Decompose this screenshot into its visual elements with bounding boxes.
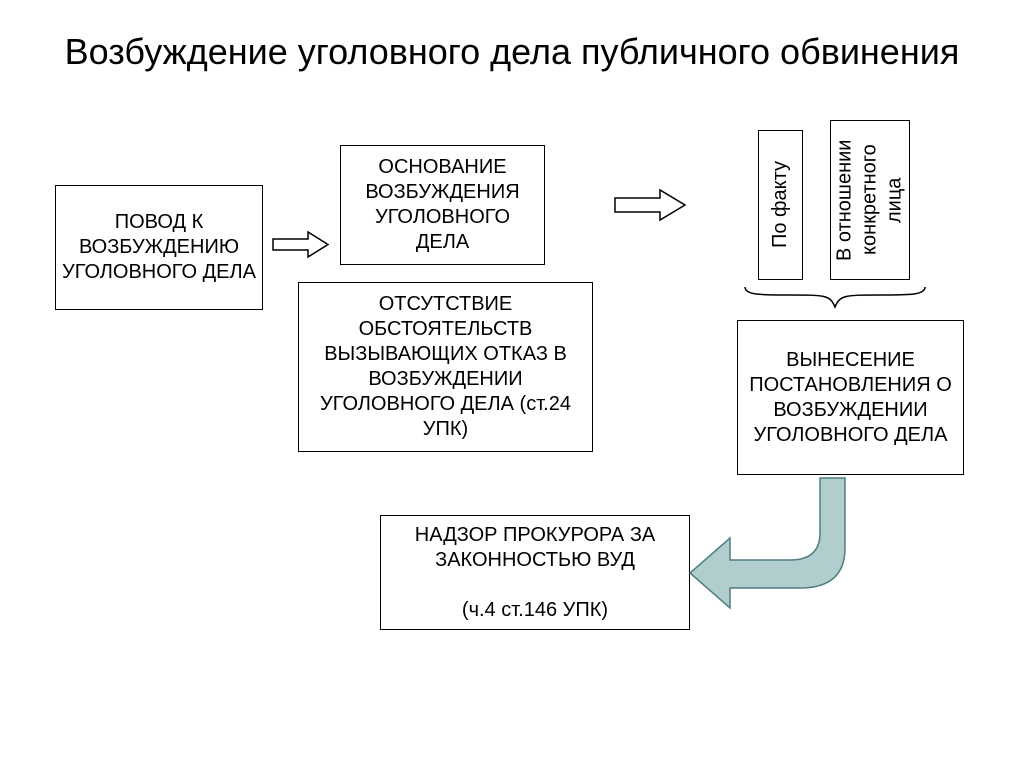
box-basis-text: ОСНОВАНИЕ ВОЗБУЖДЕНИЯ УГОЛОВНОГО ДЕЛА <box>347 155 538 255</box>
box-reason: ПОВОД К ВОЗБУЖДЕНИЮ УГОЛОВНОГО ДЕЛА <box>55 185 263 310</box>
box-supervision: НАДЗОР ПРОКУРОРА ЗА ЗАКОННОСТЬЮ ВУД (ч.4… <box>380 515 690 630</box>
diagram-title: Возбуждение уголовного дела публичного о… <box>0 30 1024 73</box>
box-by-fact: По факту <box>758 130 803 280</box>
box-absence-text: ОТСУТСТВИЕ ОБСТОЯТЕЛЬСТВ ВЫЗЫВАЮЩИХ ОТКА… <box>305 292 586 442</box>
box-by-fact-text: По факту <box>765 137 796 273</box>
arrow-2 <box>615 190 685 220</box>
box-supervision-text: НАДЗОР ПРОКУРОРА ЗА ЗАКОННОСТЬЮ ВУД (ч.4… <box>387 523 683 623</box>
curved-arrow <box>690 478 870 638</box>
box-specific-person: В отношении конкретного лица <box>830 120 910 280</box>
box-basis: ОСНОВАНИЕ ВОЗБУЖДЕНИЯ УГОЛОВНОГО ДЕЛА <box>340 145 545 265</box>
box-reason-text: ПОВОД К ВОЗБУЖДЕНИЮ УГОЛОВНОГО ДЕЛА <box>62 210 256 285</box>
box-decree-text: ВЫНЕСЕНИЕ ПОСТАНОВЛЕНИЯ О ВОЗБУЖДЕНИИ УГ… <box>744 348 957 448</box>
box-decree: ВЫНЕСЕНИЕ ПОСТАНОВЛЕНИЯ О ВОЗБУЖДЕНИИ УГ… <box>737 320 964 475</box>
brace <box>740 285 930 313</box>
arrow-1 <box>273 232 328 257</box>
box-absence: ОТСУТСТВИЕ ОБСТОЯТЕЛЬСТВ ВЫЗЫВАЮЩИХ ОТКА… <box>298 282 593 452</box>
box-specific-person-text: В отношении конкретного лица <box>837 127 903 273</box>
